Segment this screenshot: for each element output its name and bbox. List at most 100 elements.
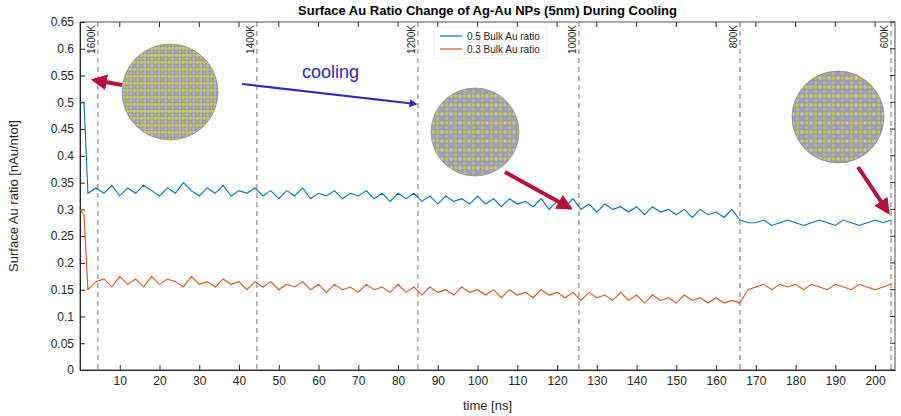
- tick-mark: [80, 156, 85, 157]
- tick-mark: [199, 365, 200, 370]
- title: Surface Au Ratio Change of Ag-Au NPs (5n…: [298, 3, 677, 18]
- tick: 0.45: [51, 122, 85, 136]
- tick: 110: [508, 365, 527, 388]
- tick: 100: [468, 365, 488, 388]
- tick-label: 120: [548, 374, 568, 388]
- legend-swatch: [440, 35, 462, 36]
- tick: 170: [746, 365, 766, 388]
- tick-label: 180: [786, 374, 806, 388]
- tick-mark: [636, 22, 637, 27]
- tick-mark: [398, 22, 399, 27]
- temperature-line: [97, 22, 98, 370]
- tick-label: 60: [312, 374, 326, 388]
- tick-label: 170: [746, 374, 766, 388]
- tick-mark: [358, 22, 359, 27]
- tick-label: 160: [707, 374, 727, 388]
- tick-mark: [319, 365, 320, 370]
- tick-mark: [477, 22, 478, 27]
- tick-label: 0.35: [51, 176, 75, 190]
- legend-label: 0.5 Bulk Au ratio: [467, 31, 540, 42]
- tick-mark: [80, 76, 85, 77]
- temperature-label: 1200K: [406, 25, 417, 54]
- arrow: [94, 80, 122, 85]
- nanoparticle-inset: [431, 88, 519, 176]
- tick-label: 20: [153, 374, 167, 388]
- series-line: [80, 209, 891, 303]
- tick: 0.1: [57, 310, 85, 324]
- tick: 0.05: [51, 337, 85, 351]
- tick-label: 10: [114, 374, 128, 388]
- tick: 0.4: [57, 149, 85, 163]
- tick-mark: [835, 365, 836, 370]
- tick-label: 0.6: [57, 42, 74, 56]
- tick-mark: [398, 365, 399, 370]
- tick: 90: [432, 365, 446, 388]
- tick-mark: [80, 290, 85, 291]
- tick-mark: [890, 343, 895, 344]
- tick-label: 0.05: [51, 337, 75, 351]
- tick-mark: [676, 365, 677, 370]
- temperature-line: [256, 22, 257, 370]
- arrow: [858, 167, 888, 212]
- tick-label: 190: [826, 374, 846, 388]
- tick-mark: [890, 75, 895, 76]
- tick-mark: [517, 22, 518, 27]
- plot-frame: [80, 22, 895, 370]
- tick-mark: [318, 22, 319, 27]
- tick: 50: [273, 365, 287, 388]
- tick-label: 0.15: [51, 283, 75, 297]
- tick: 150: [667, 365, 687, 388]
- tick-label: 0.45: [51, 122, 75, 136]
- tick: 200: [866, 365, 886, 388]
- temperature-label: 800K: [728, 25, 739, 49]
- tick: 80: [392, 365, 406, 388]
- tick: 180: [786, 365, 806, 388]
- arrow: [242, 84, 416, 104]
- tick-mark: [890, 236, 895, 237]
- tick: 0.25: [51, 229, 85, 243]
- tick: 140: [627, 365, 647, 388]
- tick: 10: [114, 365, 128, 388]
- tick-mark: [438, 365, 439, 370]
- tick-label: 150: [667, 374, 687, 388]
- tick-label: 50: [273, 374, 287, 388]
- tick-mark: [159, 22, 160, 27]
- tick-mark: [875, 22, 876, 27]
- tick-mark: [890, 289, 895, 290]
- tick-mark: [890, 370, 895, 371]
- x-axis-title: time [ns]: [463, 398, 512, 413]
- tick: 40: [233, 365, 247, 388]
- tick-label: 70: [352, 374, 366, 388]
- tick-mark: [890, 182, 895, 183]
- nanoparticle-inset: [122, 44, 218, 140]
- tick-mark: [716, 365, 717, 370]
- temperature-lines: [98, 22, 891, 370]
- y-axis-title: Surface Au ratio [nAu/ntot]: [6, 120, 21, 272]
- tick-mark: [756, 365, 757, 370]
- tick: 70: [352, 365, 366, 388]
- temperature-label: 600K: [879, 25, 890, 49]
- tick-label: 0.2: [57, 256, 74, 270]
- tick-label: 90: [432, 374, 446, 388]
- tick: 130: [587, 365, 607, 388]
- tick-mark: [597, 365, 598, 370]
- tick-label: 0.55: [51, 69, 75, 83]
- tick-mark: [80, 129, 85, 130]
- tick-mark: [755, 22, 756, 27]
- tick-label: 80: [392, 374, 406, 388]
- tick-mark: [637, 365, 638, 370]
- tick-mark: [796, 365, 797, 370]
- tick-mark: [875, 365, 876, 370]
- tick-mark: [890, 155, 895, 156]
- temperature-label: 1400K: [245, 25, 256, 54]
- legend-label: 0.3 Bulk Au ratio: [467, 44, 540, 55]
- tick-mark: [80, 316, 85, 317]
- tick-mark: [676, 22, 677, 27]
- tick-label: 0.1: [57, 310, 74, 324]
- temperature-line: [578, 22, 579, 370]
- tick-label: 200: [866, 374, 886, 388]
- tick: 0.65: [51, 15, 85, 29]
- tick-mark: [80, 263, 85, 264]
- tick: 20: [153, 365, 167, 388]
- tick-label: 140: [627, 374, 647, 388]
